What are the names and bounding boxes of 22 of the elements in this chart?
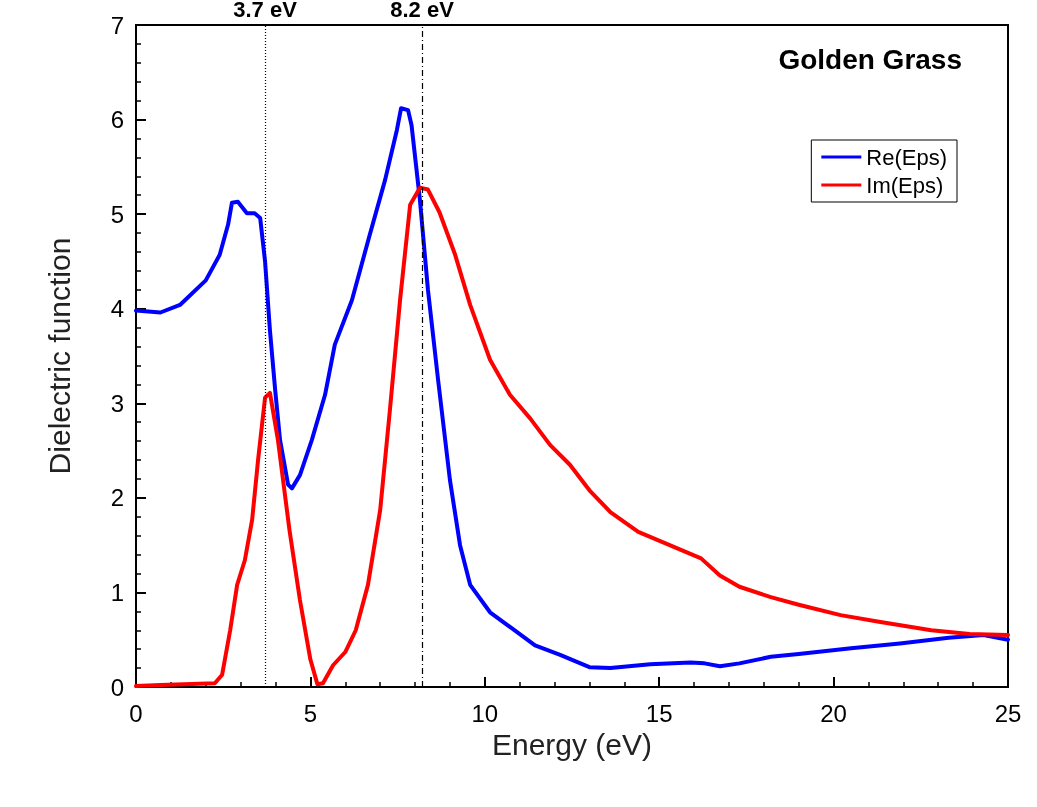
- x-axis-title: Energy (eV): [491, 728, 653, 762]
- x-tick-label: 10: [471, 699, 499, 727]
- y-tick-label: 6: [110, 106, 124, 134]
- x-tick-label: 5: [303, 699, 318, 727]
- x-tick-label: 15: [645, 699, 673, 727]
- y-tick-label: 1: [110, 578, 124, 606]
- line-series: [134, 106, 1010, 671]
- ref-line-label: 8.2 eV: [390, 0, 455, 22]
- y-tick-label: 3: [110, 389, 124, 417]
- x-tick-label: 20: [820, 699, 847, 727]
- y-tick-label: 5: [110, 200, 124, 228]
- legend-label: Re(Eps): [866, 144, 947, 170]
- text: Golden Grass: [778, 43, 963, 75]
- y-tick-label: 2: [110, 484, 124, 512]
- x-tick-label: 25: [994, 699, 1022, 727]
- x-tick-label: 0: [129, 699, 143, 727]
- y-tick-label: 7: [110, 11, 124, 39]
- y-tick-label: 0: [110, 673, 124, 701]
- y-axis-title: Dielectric function: [42, 237, 76, 475]
- y-tick-label: 4: [110, 295, 124, 323]
- legend-label: Im(Eps): [866, 172, 944, 198]
- ref-line-label: 3.7 eV: [233, 0, 298, 22]
